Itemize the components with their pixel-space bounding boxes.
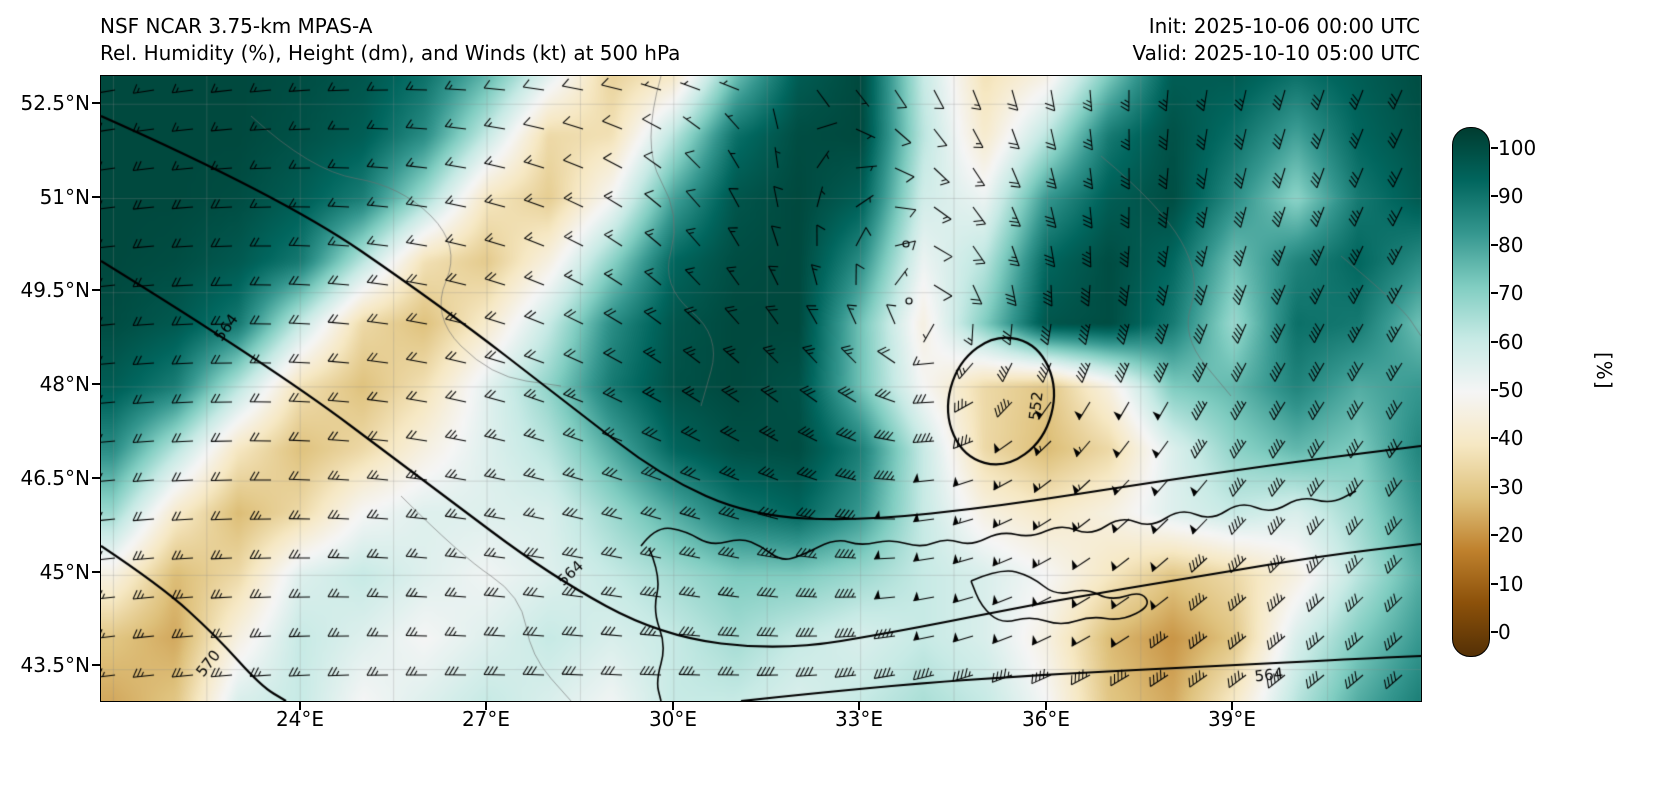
map-plot <box>100 75 1422 702</box>
init-time: Init: 2025-10-06 00:00 UTC <box>1148 14 1420 38</box>
colorbar-tick-label: 50 <box>1498 378 1524 402</box>
colorbar-tick-mark <box>1491 389 1498 391</box>
colorbar-tick-label: 100 <box>1498 136 1537 160</box>
lat-tick-label: 51°N <box>39 185 90 209</box>
colorbar-tick-mark <box>1491 341 1498 343</box>
lat-tick-mark <box>92 571 100 573</box>
lon-tick-mark <box>485 702 487 710</box>
colorbar-tick-mark <box>1491 292 1498 294</box>
lat-tick-label: 48°N <box>39 372 90 396</box>
colorbar-tick-mark <box>1491 437 1498 439</box>
lon-tick-mark <box>672 702 674 710</box>
lat-tick-label: 43.5°N <box>20 653 91 677</box>
lat-tick-mark <box>92 102 100 104</box>
lon-tick-mark <box>858 702 860 710</box>
colorbar-tick-mark <box>1491 534 1498 536</box>
lon-tick-label: 33°E <box>834 707 884 731</box>
colorbar-tick-mark <box>1491 195 1498 197</box>
colorbar-tick-label: 30 <box>1498 475 1524 499</box>
colorbar-tick-label: 20 <box>1498 523 1524 547</box>
colorbar-tick-label: 80 <box>1498 233 1524 257</box>
colorbar-tick-mark <box>1491 486 1498 488</box>
lon-tick-label: 27°E <box>461 707 511 731</box>
lat-tick-mark <box>92 383 100 385</box>
lat-tick-mark <box>92 289 100 291</box>
colorbar-tick-mark <box>1491 244 1498 246</box>
colorbar-tick-label: 60 <box>1498 330 1524 354</box>
colorbar <box>1452 127 1490 657</box>
colorbar-tick-label: 40 <box>1498 426 1524 450</box>
figure-title: NSF NCAR 3.75-km MPAS-A <box>100 14 373 38</box>
lat-tick-label: 52.5°N <box>20 91 91 115</box>
colorbar-tick-label: 90 <box>1498 184 1524 208</box>
lon-tick-mark <box>1045 702 1047 710</box>
figure-subtitle: Rel. Humidity (%), Height (dm), and Wind… <box>100 41 681 65</box>
map-canvas <box>101 76 1421 701</box>
lat-tick-label: 46.5°N <box>20 466 91 490</box>
colorbar-unit-label: [%] <box>1592 352 1616 390</box>
lon-tick-label: 36°E <box>1021 707 1071 731</box>
colorbar-tick-mark <box>1491 583 1498 585</box>
colorbar-tick-label: 10 <box>1498 572 1524 596</box>
lon-tick-mark <box>1231 702 1233 710</box>
lat-tick-mark <box>92 664 100 666</box>
colorbar-tick-label: 0 <box>1498 620 1511 644</box>
lon-tick-label: 30°E <box>648 707 698 731</box>
lon-tick-mark <box>299 702 301 710</box>
lat-tick-mark <box>92 477 100 479</box>
valid-time: Valid: 2025-10-10 05:00 UTC <box>1132 41 1420 65</box>
colorbar-tick-label: 70 <box>1498 281 1524 305</box>
lat-tick-label: 45°N <box>39 560 90 584</box>
colorbar-tick-mark <box>1491 631 1498 633</box>
lat-tick-label: 49.5°N <box>20 278 91 302</box>
lon-tick-label: 24°E <box>275 707 325 731</box>
colorbar-tick-mark <box>1491 147 1498 149</box>
lon-tick-label: 39°E <box>1207 707 1257 731</box>
lat-tick-mark <box>92 196 100 198</box>
